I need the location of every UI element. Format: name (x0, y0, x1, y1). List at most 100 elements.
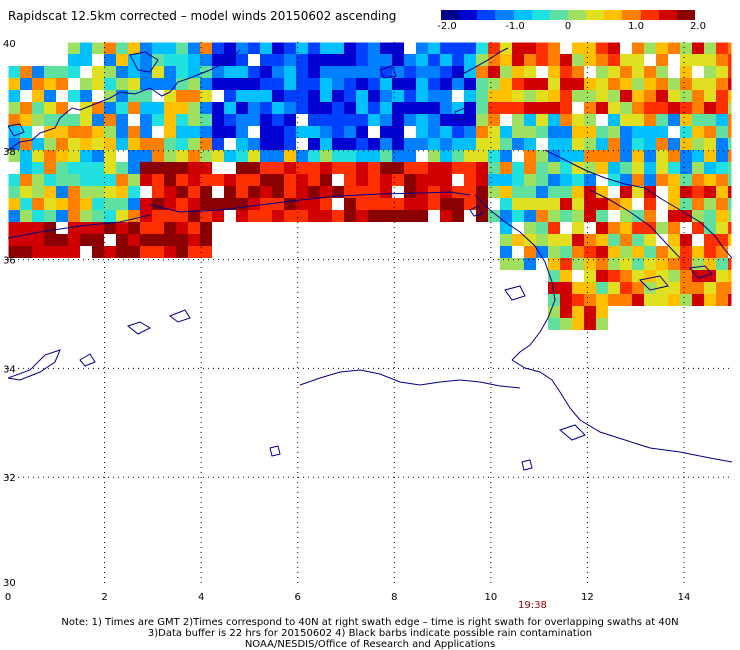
wind-cell (308, 162, 320, 174)
wind-cell (656, 222, 668, 234)
wind-cell (620, 66, 632, 78)
wind-cell (476, 78, 488, 90)
wind-cell (320, 210, 332, 222)
wind-cell (152, 78, 164, 90)
wind-cell (404, 210, 416, 222)
wind-cell (596, 270, 608, 282)
wind-cell (440, 114, 452, 126)
wind-cell (320, 186, 332, 198)
wind-cell (116, 234, 128, 246)
wind-cell (68, 246, 80, 258)
wind-cell (116, 42, 128, 54)
wind-cell (632, 54, 644, 66)
wind-cell (44, 102, 56, 114)
wind-cell (608, 246, 620, 258)
wind-cell (104, 114, 116, 126)
wind-cell (128, 66, 140, 78)
wind-cell (656, 150, 668, 162)
wind-cell (8, 198, 20, 210)
wind-cell (92, 162, 104, 174)
wind-cell (560, 174, 572, 186)
wind-cell (656, 294, 668, 306)
wind-cell (368, 150, 380, 162)
wind-cell (512, 54, 524, 66)
wind-cell (152, 102, 164, 114)
wind-cell (284, 126, 296, 138)
wind-cell (188, 54, 200, 66)
wind-cell (704, 186, 716, 198)
wind-cell (476, 114, 488, 126)
wind-cell (344, 78, 356, 90)
wind-cell (308, 138, 320, 150)
wind-cell (500, 54, 512, 66)
wind-cell (512, 138, 524, 150)
wind-cell (128, 78, 140, 90)
wind-cell (584, 198, 596, 210)
wind-cell (680, 138, 692, 150)
wind-cell (476, 42, 488, 54)
wind-cell (536, 150, 548, 162)
wind-cell (200, 246, 212, 258)
wind-cell (476, 90, 488, 102)
wind-cell (212, 114, 224, 126)
wind-cell (344, 198, 356, 210)
wind-cell (584, 306, 596, 318)
wind-cell (464, 78, 476, 90)
wind-cell (704, 162, 716, 174)
wind-cell (320, 42, 332, 54)
wind-cell (680, 54, 692, 66)
wind-cell (104, 126, 116, 138)
wind-cell (656, 270, 668, 282)
wind-cell (392, 102, 404, 114)
wind-cell (692, 42, 704, 54)
wind-cell (452, 102, 464, 114)
wind-cell (188, 78, 200, 90)
wind-cell (728, 66, 732, 78)
wind-cell (236, 174, 248, 186)
wind-cell (680, 150, 692, 162)
wind-cell (728, 126, 732, 138)
wind-cell (632, 114, 644, 126)
wind-cell (44, 174, 56, 186)
wind-cell (224, 126, 236, 138)
wind-cell (404, 174, 416, 186)
wind-cell (500, 246, 512, 258)
wind-cell (32, 186, 44, 198)
wind-cell (716, 258, 728, 270)
wind-cell (548, 318, 560, 330)
wind-cell (176, 54, 188, 66)
wind-cell (620, 126, 632, 138)
wind-cell (68, 210, 80, 222)
wind-cell (248, 174, 260, 186)
wind-cell (392, 90, 404, 102)
wind-cell (128, 102, 140, 114)
wind-cell (356, 126, 368, 138)
wind-cell (104, 174, 116, 186)
wind-cell (236, 138, 248, 150)
wind-cell (68, 66, 80, 78)
wind-cell (428, 54, 440, 66)
wind-cell (404, 138, 416, 150)
wind-cell (704, 222, 716, 234)
wind-cell (608, 294, 620, 306)
wind-cell (704, 90, 716, 102)
wind-cell (320, 54, 332, 66)
wind-cell (380, 186, 392, 198)
wind-cell (416, 114, 428, 126)
wind-cell (92, 42, 104, 54)
wind-cell (644, 126, 656, 138)
wind-cell (656, 102, 668, 114)
wind-cell (668, 42, 680, 54)
wind-cell (176, 174, 188, 186)
wind-cell (476, 198, 488, 210)
wind-cell (188, 174, 200, 186)
wind-cell (248, 66, 260, 78)
wind-cell (440, 90, 452, 102)
wind-cell (500, 258, 512, 270)
wind-cell (344, 150, 356, 162)
wind-cell (560, 306, 572, 318)
wind-cell (380, 42, 392, 54)
wind-cell (584, 114, 596, 126)
wind-cell (368, 54, 380, 66)
wind-cell (44, 234, 56, 246)
